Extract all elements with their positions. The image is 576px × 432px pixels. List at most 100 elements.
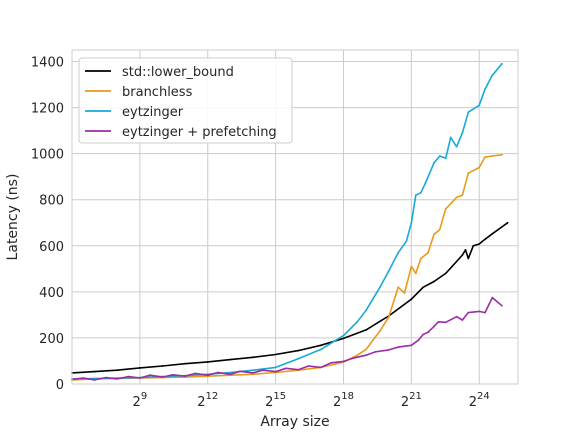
data-point bbox=[93, 379, 96, 381]
x-tick-base: 2 bbox=[197, 395, 205, 410]
data-point bbox=[506, 221, 509, 224]
data-point bbox=[444, 321, 447, 324]
data-point bbox=[484, 238, 486, 241]
data-point bbox=[206, 374, 209, 377]
data-point bbox=[405, 240, 408, 243]
data-point bbox=[449, 136, 452, 139]
data-point bbox=[414, 194, 417, 197]
y-tick-label: 800 bbox=[39, 194, 64, 209]
data-point bbox=[478, 104, 481, 107]
data-point bbox=[127, 375, 130, 378]
data-point bbox=[342, 334, 345, 337]
x-tick-base: 2 bbox=[133, 395, 141, 410]
data-point bbox=[365, 348, 367, 351]
data-point bbox=[478, 243, 481, 245]
data-point bbox=[274, 366, 277, 369]
data-point bbox=[171, 373, 174, 376]
data-point bbox=[478, 166, 481, 169]
plot-frame bbox=[71, 49, 519, 385]
data-point bbox=[397, 346, 400, 348]
x-tick-base: 2 bbox=[469, 395, 477, 410]
data-point bbox=[93, 370, 96, 373]
data-point bbox=[274, 353, 277, 356]
x-tick-exponent: 12 bbox=[206, 391, 219, 402]
data-point bbox=[501, 153, 503, 156]
data-point bbox=[403, 292, 406, 294]
y-tick-label: 1000 bbox=[31, 148, 64, 163]
data-point bbox=[297, 349, 300, 352]
data-point bbox=[455, 145, 458, 148]
data-point bbox=[501, 304, 503, 307]
data-point bbox=[410, 221, 413, 224]
data-point bbox=[472, 244, 475, 247]
legend-label: branchless bbox=[122, 85, 193, 100]
data-point bbox=[397, 286, 400, 289]
data-point bbox=[433, 233, 435, 236]
data-point bbox=[433, 280, 435, 283]
data-point bbox=[252, 372, 254, 374]
y-tick-label: 600 bbox=[39, 240, 64, 255]
data-point bbox=[379, 330, 381, 332]
data-point bbox=[161, 365, 164, 367]
data-point bbox=[410, 344, 413, 347]
x-tick-label: 212 bbox=[197, 391, 218, 410]
data-point bbox=[116, 369, 119, 372]
x-tick-exponent: 18 bbox=[341, 391, 354, 402]
data-point bbox=[491, 232, 494, 235]
data-point bbox=[239, 370, 241, 373]
data-point bbox=[206, 361, 209, 363]
data-point bbox=[478, 310, 481, 313]
data-point bbox=[414, 272, 417, 275]
data-point bbox=[444, 157, 447, 160]
data-point bbox=[461, 254, 464, 256]
data-point bbox=[379, 286, 381, 289]
data-point bbox=[422, 286, 424, 289]
series-line bbox=[71, 296, 503, 381]
y-tick-label: 400 bbox=[39, 286, 64, 301]
data-point bbox=[356, 320, 359, 323]
data-point bbox=[491, 155, 494, 157]
data-point bbox=[330, 361, 333, 364]
legend: std::lower_boundbranchlesseytzingereytzi… bbox=[78, 57, 293, 144]
data-point bbox=[491, 296, 494, 299]
data-point bbox=[422, 333, 424, 336]
data-point bbox=[467, 311, 470, 314]
data-point bbox=[427, 251, 429, 254]
data-point bbox=[491, 74, 494, 77]
data-point bbox=[82, 377, 84, 379]
data-point bbox=[320, 344, 322, 347]
y-tick-label: 0 bbox=[56, 378, 64, 393]
data-point bbox=[501, 62, 503, 65]
data-point bbox=[297, 368, 300, 371]
data-point bbox=[484, 88, 486, 91]
data-point bbox=[149, 374, 152, 377]
y-tick-label: 1400 bbox=[31, 56, 64, 71]
data-point bbox=[184, 375, 187, 378]
legend-label: std::lower_bound bbox=[122, 65, 234, 80]
x-tick-label: 218 bbox=[333, 391, 354, 410]
data-point bbox=[461, 132, 464, 134]
series-line bbox=[71, 63, 503, 380]
x-tick-exponent: 21 bbox=[409, 391, 422, 402]
x-tick-label: 221 bbox=[401, 391, 422, 410]
series-2 bbox=[71, 62, 503, 380]
data-point bbox=[419, 191, 422, 194]
data-point bbox=[229, 358, 232, 361]
data-point bbox=[410, 265, 413, 268]
data-point bbox=[424, 182, 427, 185]
data-point bbox=[467, 172, 470, 175]
data-point bbox=[438, 155, 441, 157]
data-point bbox=[397, 251, 400, 254]
data-point bbox=[464, 249, 467, 251]
x-tick-label: 224 bbox=[469, 391, 490, 410]
data-point bbox=[116, 378, 119, 380]
data-point bbox=[229, 371, 232, 374]
data-point bbox=[274, 370, 277, 373]
legend-label: eytzinger bbox=[122, 105, 184, 120]
data-point bbox=[320, 366, 322, 369]
data-point bbox=[427, 331, 429, 334]
data-point bbox=[139, 367, 141, 369]
data-point bbox=[417, 339, 420, 342]
x-tick-base: 2 bbox=[333, 395, 341, 410]
